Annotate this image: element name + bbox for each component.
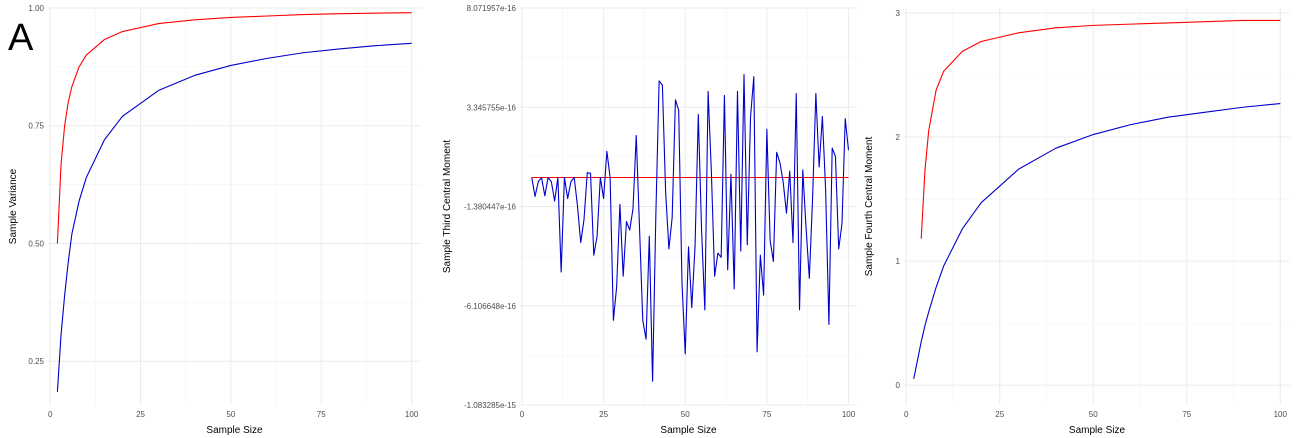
x-tick-label: 0 (48, 410, 53, 419)
panel-tag: A (8, 17, 34, 59)
chart-panel-3: 0 25 50 75 100 0 1 2 3 Sample Size Sample Fourth C… (864, 8, 1290, 436)
x-axis-title: Sample Size (1069, 425, 1126, 436)
y-tick-label: 0.25 (28, 357, 44, 366)
y-tick-label: 3 (896, 9, 901, 18)
x-tick-label: 50 (1089, 410, 1098, 419)
chart-panel-2: 0 25 50 75 100 -1.083285e-15 -6.106648e-16 -1.3… (442, 4, 857, 436)
x-tick-label: 100 (842, 410, 856, 419)
x-axis-title: Sample Size (206, 425, 263, 436)
y-tick-label: 0.75 (28, 122, 44, 131)
x-tick-label: 100 (405, 410, 419, 419)
y-axis-title: Sample Third Central Moment (442, 140, 453, 273)
y-tick-label: -1.083285e-15 (464, 401, 517, 410)
series-line-2 (913, 102, 1281, 380)
x-axis-title: Sample Size (660, 425, 717, 436)
y-tick-label: 0 (896, 381, 901, 390)
y-tick-label: 1 (896, 257, 901, 266)
x-tick-label: 75 (1182, 410, 1191, 419)
y-tick-label: -1.380447e-16 (464, 203, 517, 212)
x-tick-label: 75 (762, 410, 771, 419)
x-tick-label: 0 (520, 410, 525, 419)
y-tick-label: -6.106648e-16 (464, 302, 517, 311)
y-tick-label: 0.50 (28, 239, 44, 248)
series-line-1 (56, 12, 412, 244)
y-tick-label: 8.071957e-16 (467, 4, 517, 13)
chart-panel-1: 0 25 50 75 100 0.25 0.50 0.75 1.00 Sample Size Sam… (8, 4, 421, 436)
y-tick-label: 2 (896, 133, 901, 142)
x-tick-label: 75 (317, 410, 326, 419)
y-axis-title: Sample Fourth Central Moment (864, 137, 875, 277)
y-tick-label: 3.345755e-16 (467, 103, 517, 112)
x-tick-label: 50 (226, 410, 235, 419)
series-line-2 (531, 74, 850, 382)
x-tick-label: 100 (1274, 410, 1288, 419)
y-axis-title: Sample Variance (8, 168, 19, 244)
x-tick-label: 25 (599, 410, 608, 419)
series-line-1 (920, 19, 1281, 239)
x-tick-label: 50 (681, 410, 690, 419)
series-line-2 (56, 42, 412, 392)
x-tick-label: 25 (136, 410, 145, 419)
x-tick-label: 0 (904, 410, 909, 419)
y-tick-label: 1.00 (28, 4, 44, 13)
x-tick-label: 25 (995, 410, 1004, 419)
